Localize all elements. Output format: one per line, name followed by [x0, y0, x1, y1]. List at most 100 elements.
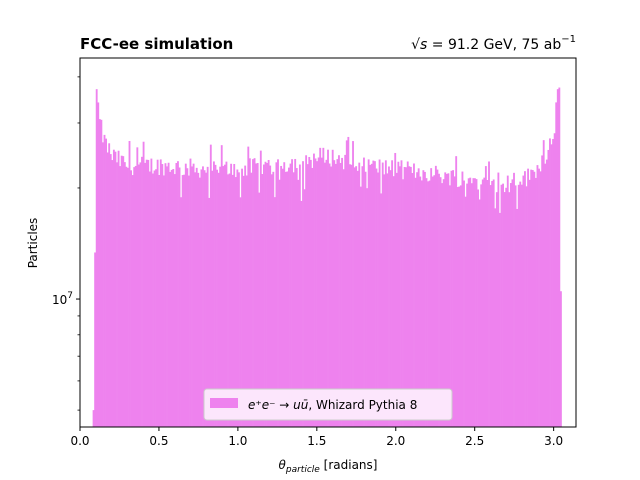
- histogram-bar: [158, 175, 161, 427]
- histogram-bar: [417, 168, 420, 427]
- histogram-bar: [227, 174, 229, 427]
- histogram-bar: [122, 156, 125, 427]
- histogram-bar: [439, 177, 442, 427]
- histogram-bar: [252, 159, 254, 427]
- histogram-bar: [411, 173, 414, 427]
- histogram-bar: [164, 163, 167, 427]
- histogram-bar: [141, 156, 143, 427]
- histogram-bar: [542, 140, 545, 427]
- histogram-bar: [211, 170, 214, 427]
- histogram-bar: [350, 164, 353, 427]
- histogram-bar: [522, 175, 525, 427]
- histogram-bar: [533, 171, 536, 427]
- histogram-bar: [395, 172, 398, 427]
- histogram-bar: [545, 159, 548, 427]
- histogram-bar: [409, 166, 412, 427]
- histogram-bar: [472, 178, 475, 427]
- histogram-bar: [263, 164, 265, 427]
- histogram-bar: [556, 89, 559, 428]
- histogram-bar: [372, 160, 375, 427]
- histogram-bar: [175, 162, 178, 428]
- histogram-bar: [539, 171, 542, 427]
- histogram-bar: [478, 199, 481, 427]
- histogram-bar: [322, 147, 325, 427]
- x-tick-label: 3.0: [544, 434, 563, 448]
- histogram-bar: [111, 160, 114, 427]
- legend-swatch: [210, 398, 238, 408]
- histogram-bar: [303, 189, 306, 427]
- histogram-bar: [98, 119, 101, 427]
- histogram-bar: [367, 159, 370, 427]
- histogram-bar: [116, 162, 118, 427]
- histogram-bar: [450, 170, 453, 427]
- histogram-bar: [155, 169, 158, 427]
- histogram-bar: [553, 133, 556, 427]
- histogram-bar: [306, 164, 309, 428]
- histogram-bar: [112, 149, 115, 427]
- histogram-bar: [108, 143, 111, 428]
- histogram-bar: [127, 167, 129, 427]
- histogram-bar: [217, 172, 220, 427]
- histogram-bar: [186, 168, 189, 427]
- histogram-bar: [348, 164, 351, 428]
- histogram-bar: [422, 170, 425, 427]
- histogram-bar: [145, 159, 148, 427]
- x-axis-symbol: θ: [279, 458, 287, 472]
- histogram-bar: [544, 163, 547, 428]
- histogram-bar: [258, 192, 261, 427]
- histogram-bar: [527, 168, 530, 427]
- histogram-bar: [442, 179, 445, 427]
- histogram-bar: [400, 160, 403, 427]
- histogram-bar: [241, 168, 243, 427]
- histogram-bar: [189, 158, 192, 427]
- histogram-bar: [197, 172, 200, 427]
- histogram-bar: [169, 171, 172, 427]
- x-tick-label: 2.5: [465, 434, 484, 448]
- histogram-bar: [358, 162, 361, 427]
- histogram-bar: [170, 169, 173, 427]
- histogram-bar: [541, 155, 544, 427]
- histogram-bar: [273, 197, 276, 427]
- histogram-bar: [458, 186, 461, 427]
- histogram-bar: [361, 166, 364, 427]
- histogram-bar: [516, 208, 519, 427]
- histogram-bar: [319, 147, 322, 427]
- histogram-bar: [431, 176, 434, 427]
- histogram-bar: [430, 168, 433, 427]
- histogram-bar: [428, 180, 431, 427]
- axis-ticks: 0.0 0.5 1.0 1.5 2.0 2.5 3.0: [70, 76, 563, 448]
- histogram-bar: [203, 170, 206, 427]
- histogram-bar: [302, 161, 304, 427]
- histogram-bar: [336, 159, 339, 428]
- histogram-bar: [223, 164, 226, 428]
- histogram-bar: [311, 167, 314, 427]
- histogram-bar: [513, 172, 515, 427]
- histogram-bar: [494, 208, 497, 427]
- histogram-bar: [253, 158, 256, 428]
- histogram-bar: [528, 179, 531, 427]
- histogram-bar: [230, 163, 233, 427]
- histogram-bar: [259, 150, 262, 427]
- histogram-bar: [323, 162, 326, 427]
- histogram-bar: [109, 154, 112, 427]
- x-axis-unit: [radians]: [320, 458, 378, 472]
- histogram-bar: [530, 169, 533, 427]
- histogram-bar: [192, 163, 195, 427]
- histogram-bar: [236, 169, 239, 427]
- x-tick-label: 2.0: [386, 434, 405, 448]
- histogram-bar: [469, 177, 472, 427]
- histogram-bar: [298, 164, 301, 427]
- histogram-bar: [266, 162, 268, 428]
- histogram-bar: [105, 138, 107, 427]
- histogram-bar: [237, 172, 240, 427]
- histogram-bar: [370, 163, 373, 427]
- histogram-bar: [359, 186, 362, 427]
- histogram-bar: [373, 161, 376, 428]
- histogram-bar: [297, 179, 300, 427]
- histogram-bar: [398, 166, 401, 428]
- histogram-bar: [152, 173, 154, 427]
- histogram-bar: [456, 187, 459, 427]
- histogram-bar: [389, 170, 392, 427]
- histogram-bar: [320, 157, 323, 427]
- histogram-bar: [436, 169, 439, 427]
